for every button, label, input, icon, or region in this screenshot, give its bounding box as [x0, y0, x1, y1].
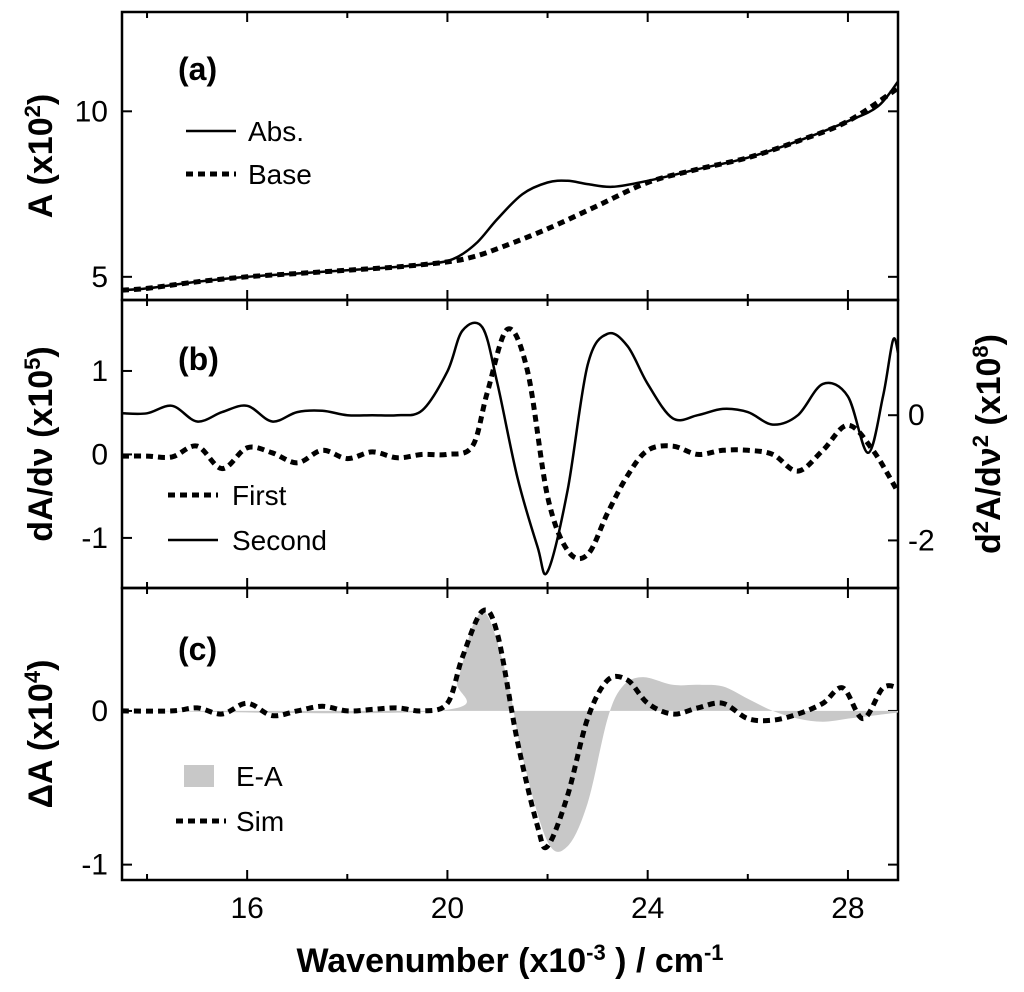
y-tick-label: 0: [91, 438, 108, 471]
y-tick-label-right: 0: [908, 399, 925, 432]
y-tick-label: 10: [75, 95, 108, 128]
y-tick-label: 1: [91, 355, 108, 388]
legend-swatch-ea: [184, 765, 214, 787]
legend-label-base: Base: [248, 159, 312, 190]
legend-label-abs: Abs.: [248, 116, 304, 147]
panel-b-ylabel-left: dA/dν (x105): [20, 346, 60, 542]
series-second-line: [121, 321, 900, 576]
y-tick-label: -1: [81, 522, 108, 555]
panel-a-label: (a): [178, 51, 217, 87]
series-sim-line: [121, 607, 899, 851]
panel-c-label: (c): [178, 631, 217, 667]
y-tick-label: 5: [91, 261, 108, 294]
series-first-line: [121, 326, 901, 562]
panel-c-frame: [120, 586, 900, 882]
panel-b-label: (b): [178, 341, 219, 377]
panel-a-frame: [120, 10, 900, 302]
legend-label-first: First: [232, 480, 287, 511]
series-base-line: [121, 86, 900, 293]
legend-label-ea: E-A: [236, 761, 283, 792]
x-tick-label: 28: [831, 892, 864, 925]
x-tick-label: 16: [230, 892, 263, 925]
legend-label-sim: Sim: [236, 806, 284, 837]
x-tick-label: 24: [631, 892, 664, 925]
x-axis-title: Wavenumber (x10-3 ) / cm-1: [296, 940, 723, 980]
y-tick-label: 0: [91, 695, 108, 728]
x-tick-label: 20: [431, 892, 464, 925]
panel-b-ylabel-right: d2A/dν2 (x108): [968, 334, 1008, 554]
series-abs-line: [121, 80, 899, 292]
legend-label-second: Second: [232, 525, 327, 556]
y-tick-label: -1: [81, 849, 108, 882]
panel-a-ylabel: A (x102): [20, 94, 60, 218]
y-tick-label-right: -2: [908, 524, 935, 557]
panel-c-ylabel: ΔA (x104): [20, 660, 60, 809]
